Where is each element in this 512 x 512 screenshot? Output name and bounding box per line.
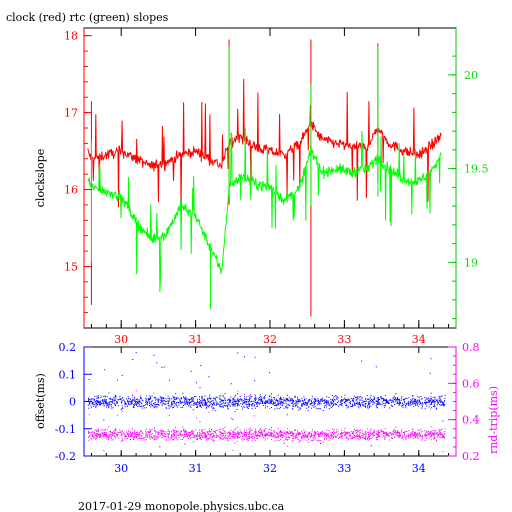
chart-title: clock (red) rtc (green) slopes xyxy=(6,11,169,24)
offset-ytick-label: 0 xyxy=(69,396,76,409)
series-line-clock xyxy=(87,78,442,212)
slope-ytick-label: 18 xyxy=(64,30,78,43)
slope-y2tick-label: 19 xyxy=(464,256,478,269)
offset-y2tick-label: 0.4 xyxy=(462,414,480,427)
offset-xtick-label: 34 xyxy=(412,462,426,475)
offset-ylabel: offset(ms) xyxy=(34,373,47,429)
offset-ytick-label: -0.2 xyxy=(55,450,76,463)
offset-chart: 30 31 32 33 34 -0.2 -0.1 0 0.1 0.2 0.2 0.4 0.6 0.8 of… xyxy=(34,341,500,475)
slope-ytick-label: 17 xyxy=(64,107,78,120)
footer-text: 2017-01-29 monopole.physics.ubc.ca xyxy=(78,500,285,512)
offset-xtick-label: 30 xyxy=(114,462,128,475)
offset-xtick-label: 31 xyxy=(189,462,203,475)
scatter-offset xyxy=(87,352,446,448)
offset-series xyxy=(87,352,446,453)
offset-ytick-label: 0.1 xyxy=(59,368,77,381)
scatter-points-offset xyxy=(87,352,446,448)
slope-xtick-label: 30 xyxy=(114,333,128,346)
slope-ytick-label: 16 xyxy=(64,184,78,197)
slope-series xyxy=(87,39,442,317)
slope-xtick-label: 34 xyxy=(412,333,426,346)
offset-ytick-label: 0.2 xyxy=(59,341,77,354)
offset-y2tick-label: 0.6 xyxy=(462,377,480,390)
slope-xtick-label: 31 xyxy=(189,333,203,346)
slope-chart: 30 31 32 33 34 15 16 17 18 19 19.5 20 clockslope xyxy=(34,27,489,346)
slope-y2tick-label: 20 xyxy=(464,69,478,82)
offset-xtick-label: 32 xyxy=(263,462,277,475)
offset-y2tick-label: 0.8 xyxy=(462,341,480,354)
series-line-rtc xyxy=(87,127,442,293)
offset-ytick-label: -0.1 xyxy=(55,423,76,436)
slope-xtick-label: 33 xyxy=(337,333,351,346)
slope-xtick-label: 32 xyxy=(263,333,277,346)
scatter-rnd-trip xyxy=(87,390,446,453)
scatter-points-rnd-trip xyxy=(87,390,446,453)
rndtrip-ylabel: rnd-trip(ms) xyxy=(487,386,500,454)
offset-y2tick-label: 0.2 xyxy=(462,450,480,463)
offset-xtick-label: 33 xyxy=(337,462,351,475)
slope-y2tick-label: 19.5 xyxy=(464,163,489,176)
slope-ytick-label: 15 xyxy=(64,260,78,273)
slope-ylabel: clockslope xyxy=(34,149,47,207)
